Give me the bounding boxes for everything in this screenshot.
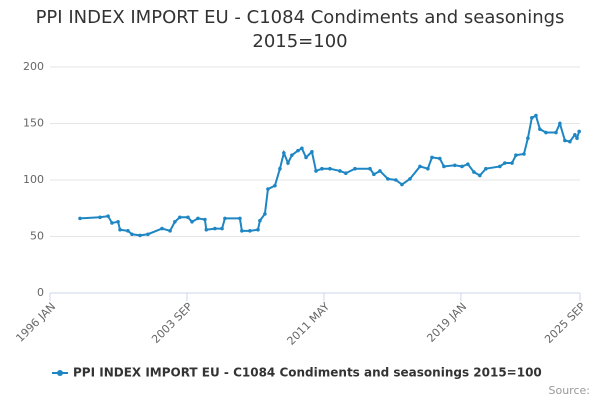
chart-title: PPI INDEX IMPORT EU - C1084 Condiments a… xyxy=(35,7,565,52)
x-tick-label: 2011 MAY xyxy=(285,300,333,348)
point xyxy=(304,155,308,160)
point xyxy=(178,215,182,220)
point xyxy=(118,227,122,232)
point xyxy=(300,146,304,151)
point xyxy=(138,233,142,238)
x-tick-label: 2019 JAN xyxy=(424,300,469,345)
point xyxy=(258,218,262,223)
point xyxy=(203,217,207,222)
point xyxy=(78,216,82,221)
point xyxy=(126,229,130,233)
y-tick-label: 0 xyxy=(37,286,44,299)
point xyxy=(563,138,567,143)
point xyxy=(106,214,110,218)
source: Source: xyxy=(549,384,591,397)
point xyxy=(116,220,120,224)
point xyxy=(273,183,277,188)
point xyxy=(522,152,526,156)
point xyxy=(213,226,217,231)
point xyxy=(338,169,342,173)
point xyxy=(478,173,482,178)
point xyxy=(168,229,172,233)
point xyxy=(453,163,457,168)
point xyxy=(386,177,390,181)
point xyxy=(438,156,442,161)
point xyxy=(290,153,294,157)
point xyxy=(466,162,470,166)
x-tick-label: 1996 JAN xyxy=(13,300,58,345)
point xyxy=(204,227,209,232)
point xyxy=(554,130,558,135)
point xyxy=(575,136,579,140)
point xyxy=(248,229,252,233)
point xyxy=(186,215,190,220)
point xyxy=(282,151,286,155)
x-tick-label: 2025 SEP xyxy=(542,300,588,346)
legend-symbol xyxy=(57,370,63,376)
point xyxy=(314,169,318,173)
point xyxy=(372,172,376,177)
point xyxy=(394,178,398,182)
point xyxy=(503,161,507,165)
y-tick-label: 150 xyxy=(23,117,44,130)
point xyxy=(426,166,430,171)
point xyxy=(286,161,290,165)
point xyxy=(498,164,502,169)
y-tick-label: 100 xyxy=(23,173,44,186)
point xyxy=(146,232,150,237)
point xyxy=(223,216,227,221)
point xyxy=(320,166,324,171)
point xyxy=(460,164,464,169)
point xyxy=(328,166,332,171)
point xyxy=(190,220,194,224)
point xyxy=(534,113,538,118)
point xyxy=(173,220,177,224)
point xyxy=(266,187,270,191)
point xyxy=(240,229,244,233)
point xyxy=(310,149,314,154)
point xyxy=(344,171,348,176)
point xyxy=(278,166,282,171)
point xyxy=(558,121,562,126)
point xyxy=(220,226,224,231)
point xyxy=(530,116,534,120)
point xyxy=(573,133,577,137)
y-tick-label: 50 xyxy=(30,230,44,243)
point xyxy=(442,164,446,169)
point xyxy=(110,221,114,225)
point xyxy=(538,127,542,131)
point xyxy=(526,136,530,140)
point xyxy=(408,177,412,181)
point xyxy=(514,153,518,157)
point xyxy=(130,232,134,237)
point xyxy=(484,166,488,171)
legend-label: PPI INDEX IMPORT EU - C1084 Condiments a… xyxy=(73,366,542,380)
point xyxy=(353,166,357,171)
point xyxy=(160,226,164,231)
x-tick-label: 2003 SEP xyxy=(149,300,195,346)
point xyxy=(418,164,422,169)
point xyxy=(510,161,514,165)
point xyxy=(98,215,102,220)
point xyxy=(378,169,382,173)
point xyxy=(296,148,300,153)
point xyxy=(568,139,572,144)
point xyxy=(238,216,242,221)
y-tick-label: 200 xyxy=(23,60,44,73)
point xyxy=(256,227,260,232)
point xyxy=(544,130,548,135)
point xyxy=(263,212,267,216)
point xyxy=(577,129,581,134)
series-line xyxy=(79,114,581,237)
point xyxy=(368,166,372,171)
point xyxy=(430,155,434,160)
point xyxy=(400,182,404,187)
point xyxy=(196,216,200,221)
point xyxy=(472,170,476,174)
